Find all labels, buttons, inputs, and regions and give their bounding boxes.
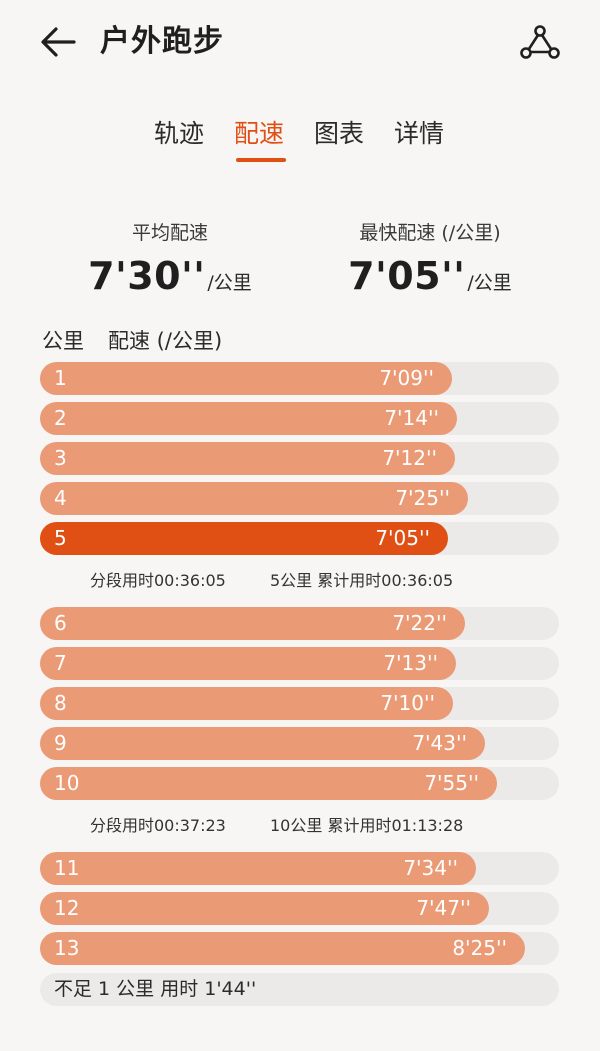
km-number: 9 xyxy=(54,731,67,755)
km-number: 8 xyxy=(54,691,67,715)
km-number: 3 xyxy=(54,446,67,470)
tab-bar: 轨迹 配速 图表 详情 xyxy=(0,114,600,164)
share-icon xyxy=(520,25,560,59)
segment-time: 分段用时00:37:23 xyxy=(90,816,226,835)
km-number: 5 xyxy=(54,526,67,550)
pace-value: 7'05'' xyxy=(375,526,430,550)
page-title: 户外跑步 xyxy=(100,24,224,59)
table-header: 公里 配速 (/公里) xyxy=(42,326,222,356)
pace-row[interactable]: 2 7'14'' xyxy=(40,402,559,435)
pace-value: 7'43'' xyxy=(412,731,467,755)
pace-row[interactable]: 10 7'55'' xyxy=(40,767,559,800)
tab-details[interactable]: 详情 xyxy=(394,119,445,148)
segment-time: 分段用时00:36:05 xyxy=(90,571,226,590)
pace-row[interactable]: 7 7'13'' xyxy=(40,647,559,680)
pace-row[interactable]: 3 7'12'' xyxy=(40,442,559,475)
tab-track[interactable]: 轨迹 xyxy=(154,119,205,148)
tab-pace[interactable]: 配速 xyxy=(234,119,285,148)
km-number: 10 xyxy=(54,771,80,795)
km-column-header: 公里 xyxy=(42,329,84,353)
pace-bar xyxy=(40,607,465,640)
cumulative-time: 5公里 累计用时00:36:05 xyxy=(270,571,454,590)
arrow-left-icon xyxy=(41,27,76,57)
pace-row[interactable]: 12 7'47'' xyxy=(40,892,559,925)
pace-column-header: 配速 (/公里) xyxy=(108,329,223,353)
back-button[interactable] xyxy=(38,22,82,62)
pace-row[interactable]: 13 8'25'' xyxy=(40,932,559,965)
pace-row[interactable]: 8 7'10'' xyxy=(40,687,559,720)
pace-row[interactable]: 6 7'22'' xyxy=(40,607,559,640)
pace-value: 7'09'' xyxy=(379,366,434,390)
pace-bar xyxy=(40,727,485,760)
pace-value: 7'13'' xyxy=(383,651,438,675)
best-pace-unit: /公里 xyxy=(467,272,512,294)
pace-value: 7'12'' xyxy=(382,446,437,470)
pace-value: 7'34'' xyxy=(403,856,458,880)
pace-row[interactable]: 1 7'09'' xyxy=(40,362,559,395)
pace-bar xyxy=(40,767,497,800)
km-number: 2 xyxy=(54,406,67,430)
average-pace-label: 平均配速 xyxy=(131,222,208,244)
km-number: 6 xyxy=(54,611,67,635)
pace-row[interactable]: 4 7'25'' xyxy=(40,482,559,515)
pace-value: 7'14'' xyxy=(384,406,439,430)
pace-row[interactable]: 11 7'34'' xyxy=(40,852,559,885)
average-pace-value: 7'30'' xyxy=(88,254,206,298)
remainder-row: 不足 1 公里 用时 1'44'' xyxy=(40,973,559,1006)
split-summary: 分段用时00:36:05 5公里 累计用时00:36:05 xyxy=(0,566,600,596)
pace-bar xyxy=(40,932,525,965)
active-tab-indicator xyxy=(236,158,286,162)
pace-value: 7'55'' xyxy=(424,771,479,795)
km-number: 4 xyxy=(54,486,67,510)
km-number: 13 xyxy=(54,936,80,960)
pace-bar xyxy=(40,482,468,515)
best-pace-label: 最快配速 (/公里) xyxy=(359,222,501,244)
pace-row[interactable]: 9 7'43'' xyxy=(40,727,559,760)
pace-bar xyxy=(40,402,457,435)
pace-bar xyxy=(40,852,476,885)
fastest-pace-bar xyxy=(40,522,448,555)
split-summary: 分段用时00:37:23 10公里 累计用时01:13:28 xyxy=(0,811,600,841)
km-number: 11 xyxy=(54,856,80,880)
remainder-text: 不足 1 公里 用时 1'44'' xyxy=(54,978,257,1000)
pace-row[interactable]: 5 7'05'' xyxy=(40,522,559,555)
tab-chart[interactable]: 图表 xyxy=(314,119,365,148)
best-pace-value: 7'05'' xyxy=(348,254,466,298)
km-number: 1 xyxy=(54,366,67,390)
top-bar: 户外跑步 xyxy=(0,0,600,84)
share-button[interactable] xyxy=(518,22,562,62)
km-number: 12 xyxy=(54,896,80,920)
pace-value: 7'10'' xyxy=(380,691,435,715)
pace-bar xyxy=(40,442,455,475)
pace-value: 7'25'' xyxy=(395,486,450,510)
cumulative-time: 10公里 累计用时01:13:28 xyxy=(270,816,464,835)
pace-bar xyxy=(40,647,456,680)
pace-bar xyxy=(40,892,489,925)
pace-value: 7'22'' xyxy=(392,611,447,635)
average-pace-unit: /公里 xyxy=(207,272,252,294)
km-number: 7 xyxy=(54,651,67,675)
pace-value: 7'47'' xyxy=(416,896,471,920)
pace-bar xyxy=(40,687,453,720)
pace-bar xyxy=(40,362,452,395)
pace-value: 8'25'' xyxy=(452,936,507,960)
average-pace-stat: 平均配速 7'30''/公里 xyxy=(70,220,270,298)
best-pace-stat: 最快配速 (/公里) 7'05''/公里 xyxy=(330,220,530,298)
